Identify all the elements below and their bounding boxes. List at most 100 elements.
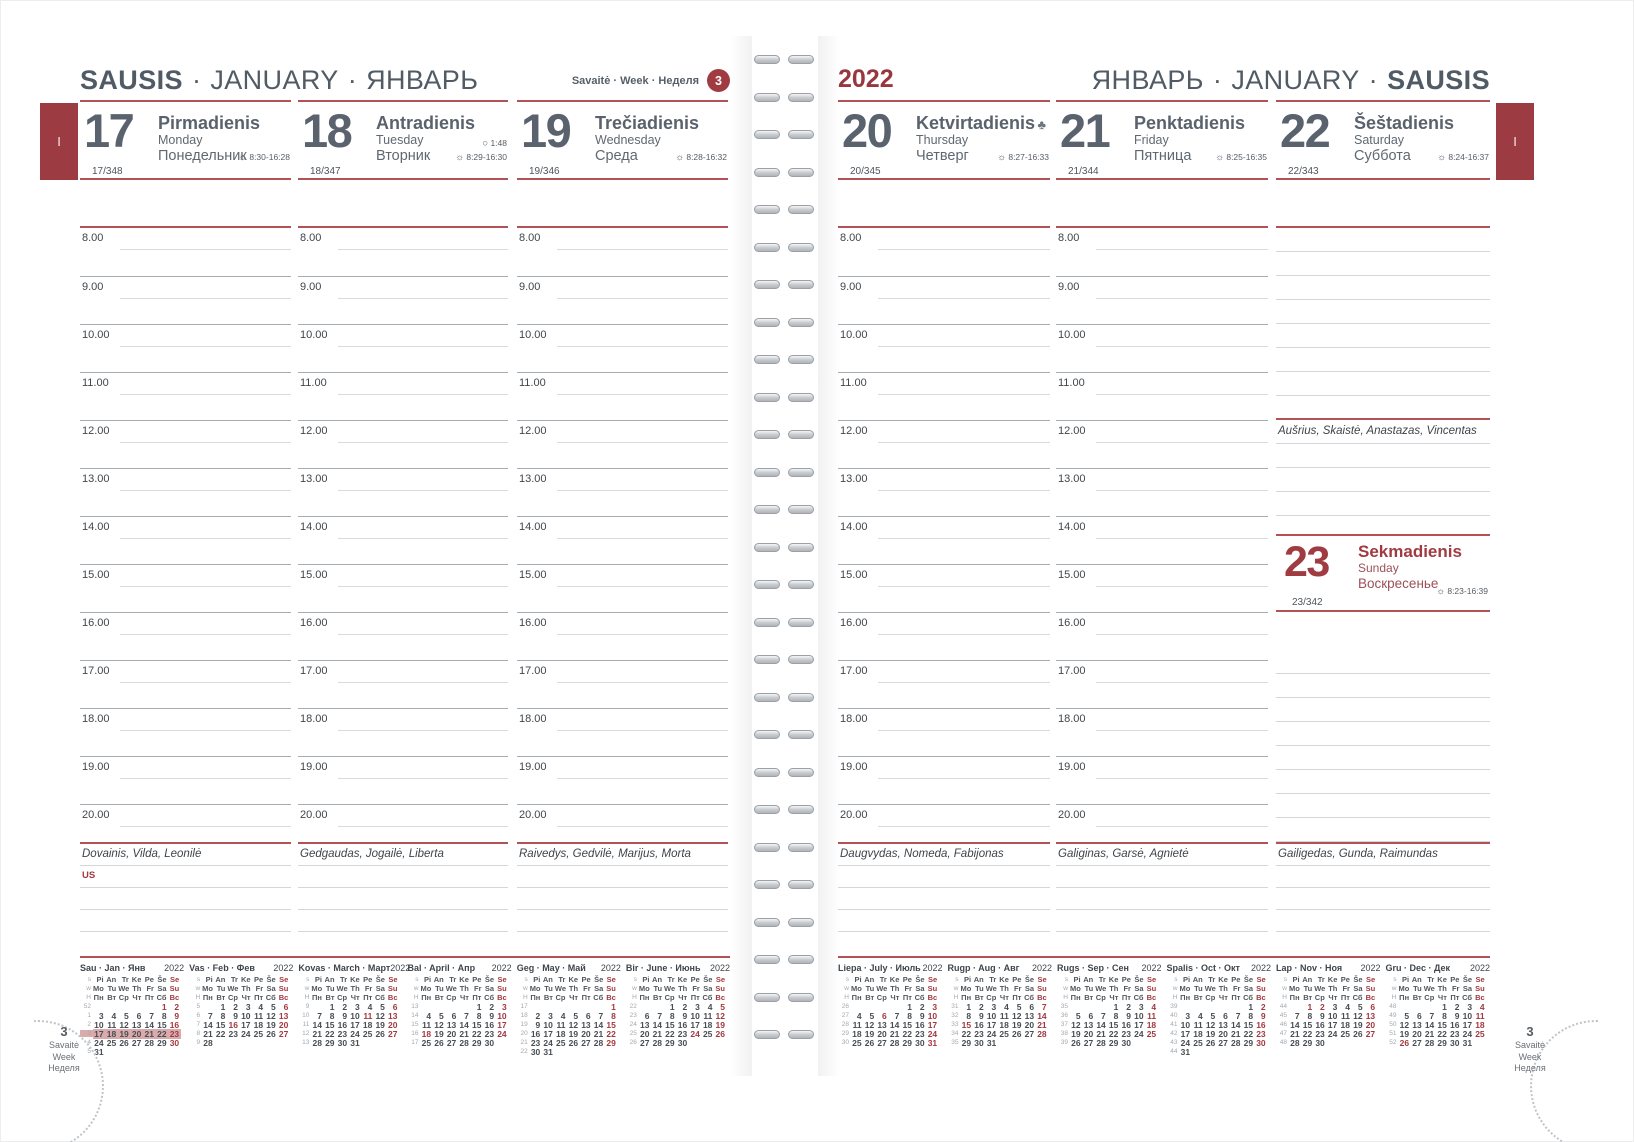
- hour-slot-8.00[interactable]: 8.00: [517, 228, 728, 276]
- hour-slot-12.00[interactable]: 12.00: [517, 420, 728, 468]
- hour-slot-14.00[interactable]: 14.00: [298, 516, 508, 564]
- writing-line[interactable]: [1276, 722, 1490, 746]
- writing-line[interactable]: [1276, 396, 1490, 420]
- mini-calendar[interactable]: Sau · Jan · Янв 2022 s Pi An Tr Ke Pe Še Se w Mo Tu W…: [80, 963, 184, 1057]
- hour-slot-9.00[interactable]: 9.00: [517, 276, 728, 324]
- writing-line[interactable]: [1276, 468, 1490, 492]
- hour-slot-11.00[interactable]: 11.00: [517, 372, 728, 420]
- hour-slot-20.00[interactable]: 20.00: [80, 804, 291, 842]
- hour-slot-9.00[interactable]: 9.00: [838, 276, 1050, 324]
- writing-line[interactable]: [1276, 492, 1490, 516]
- hour-slot-13.00[interactable]: 13.00: [298, 468, 508, 516]
- note-line[interactable]: [1056, 910, 1268, 932]
- hour-slot-13.00[interactable]: 13.00: [517, 468, 728, 516]
- note-line[interactable]: [838, 866, 1050, 888]
- note-line[interactable]: [517, 910, 728, 932]
- hour-slot-17.00[interactable]: 17.00: [1056, 660, 1268, 708]
- hour-slot-19.00[interactable]: 19.00: [80, 756, 291, 804]
- hour-slot-18.00[interactable]: 18.00: [1056, 708, 1268, 756]
- hour-slot-8.00[interactable]: 8.00: [1056, 228, 1268, 276]
- hour-slot-9.00[interactable]: 9.00: [80, 276, 291, 324]
- note-line[interactable]: [1056, 866, 1268, 888]
- month-tab-right[interactable]: I: [1496, 103, 1534, 180]
- hour-slot-11.00[interactable]: 11.00: [298, 372, 508, 420]
- hour-slot-16.00[interactable]: 16.00: [80, 612, 291, 660]
- mini-calendar[interactable]: Bal · April · Апр 2022 s Pi An Tr Ke Pe Še Se w Mo T…: [408, 963, 512, 1056]
- writing-line[interactable]: [1276, 444, 1490, 468]
- hour-slot-14.00[interactable]: 14.00: [80, 516, 291, 564]
- hour-slot-11.00[interactable]: 11.00: [80, 372, 291, 420]
- mini-calendar[interactable]: Geg · May · Май 2022 s Pi An Tr Ke Pe Še Se w Mo Tu W…: [517, 963, 621, 1057]
- hour-slot-15.00[interactable]: 15.00: [838, 564, 1050, 612]
- week-number-badge[interactable]: 3: [707, 69, 730, 92]
- note-line[interactable]: [80, 910, 291, 932]
- mini-calendar[interactable]: Bir · June · Июнь 2022 s Pi An Tr Ke Pe Še Se w Mo T…: [626, 963, 730, 1056]
- hour-slot-20.00[interactable]: 20.00: [838, 804, 1050, 842]
- hour-slot-13.00[interactable]: 13.00: [838, 468, 1050, 516]
- hour-slot-12.00[interactable]: 12.00: [298, 420, 508, 468]
- hour-slot-10.00[interactable]: 10.00: [517, 324, 728, 372]
- note-line[interactable]: [1276, 910, 1490, 932]
- hour-slot-17.00[interactable]: 17.00: [517, 660, 728, 708]
- hour-slot-15.00[interactable]: 15.00: [517, 564, 728, 612]
- note-line[interactable]: [298, 866, 508, 888]
- note-line[interactable]: [298, 888, 508, 910]
- writing-line[interactable]: [1276, 650, 1490, 674]
- hour-slot-20.00[interactable]: 20.00: [1056, 804, 1268, 842]
- writing-line[interactable]: [1276, 818, 1490, 842]
- hour-slot-10.00[interactable]: 10.00: [1056, 324, 1268, 372]
- writing-line[interactable]: [1276, 228, 1490, 252]
- corner-week-marker-left[interactable]: 3 Savaitė Week Неделя: [48, 1024, 80, 1073]
- hour-slot-18.00[interactable]: 18.00: [298, 708, 508, 756]
- hour-slot-10.00[interactable]: 10.00: [298, 324, 508, 372]
- hour-slot-19.00[interactable]: 19.00: [517, 756, 728, 804]
- writing-line[interactable]: [1276, 372, 1490, 396]
- hour-slot-10.00[interactable]: 10.00: [80, 324, 291, 372]
- mini-calendar[interactable]: Liepa · July · Июль 2022 s Pi An Tr Ke Pe Še Se w M…: [838, 963, 943, 1056]
- hour-slot-8.00[interactable]: 8.00: [298, 228, 508, 276]
- hour-slot-14.00[interactable]: 14.00: [517, 516, 728, 564]
- note-line[interactable]: [517, 888, 728, 910]
- hour-slot-16.00[interactable]: 16.00: [1056, 612, 1268, 660]
- writing-line[interactable]: [1276, 348, 1490, 372]
- hour-slot-9.00[interactable]: 9.00: [1056, 276, 1268, 324]
- hour-slot-12.00[interactable]: 12.00: [80, 420, 291, 468]
- hour-slot-16.00[interactable]: 16.00: [298, 612, 508, 660]
- hour-slot-11.00[interactable]: 11.00: [1056, 372, 1268, 420]
- note-line[interactable]: [298, 910, 508, 932]
- hour-slot-8.00[interactable]: 8.00: [80, 228, 291, 276]
- writing-line[interactable]: [1276, 770, 1490, 794]
- mini-calendar[interactable]: Kovas · March · Март 2022 s Pi An Tr Ke Pe Še Se w…: [298, 963, 410, 1056]
- hour-slot-13.00[interactable]: 13.00: [80, 468, 291, 516]
- hour-slot-14.00[interactable]: 14.00: [1056, 516, 1268, 564]
- writing-line[interactable]: [1276, 276, 1490, 300]
- note-line[interactable]: [838, 910, 1050, 932]
- mini-calendar[interactable]: Gru · Dec · Дек 2022 s Pi An Tr Ke Pe Še Se w Mo Tu W…: [1386, 963, 1491, 1056]
- mini-calendar[interactable]: Rugp · Aug · Авг 2022 s Pi An Tr Ke Pe Še Se w Mo Tu…: [948, 963, 1053, 1056]
- month-tab-left[interactable]: I: [40, 103, 78, 180]
- hour-slot-12.00[interactable]: 12.00: [1056, 420, 1268, 468]
- hour-slot-8.00[interactable]: 8.00: [838, 228, 1050, 276]
- hour-slot-14.00[interactable]: 14.00: [838, 516, 1050, 564]
- note-line[interactable]: [80, 888, 291, 910]
- mini-calendar[interactable]: Vas · Feb · Фев 2022 s Pi An Tr Ke Pe Še Se w Mo Tu W…: [189, 963, 293, 1056]
- note-line[interactable]: US: [80, 866, 291, 888]
- note-line[interactable]: [838, 888, 1050, 910]
- hour-slot-19.00[interactable]: 19.00: [1056, 756, 1268, 804]
- writing-line[interactable]: [1276, 794, 1490, 818]
- hour-slot-18.00[interactable]: 18.00: [80, 708, 291, 756]
- hour-slot-15.00[interactable]: 15.00: [298, 564, 508, 612]
- writing-line[interactable]: [1276, 674, 1490, 698]
- hour-slot-20.00[interactable]: 20.00: [517, 804, 728, 842]
- hour-slot-20.00[interactable]: 20.00: [298, 804, 508, 842]
- note-line[interactable]: [1276, 888, 1490, 910]
- hour-slot-9.00[interactable]: 9.00: [298, 276, 508, 324]
- writing-line[interactable]: [1276, 324, 1490, 348]
- hour-slot-18.00[interactable]: 18.00: [838, 708, 1050, 756]
- writing-line[interactable]: [1276, 300, 1490, 324]
- note-line[interactable]: [1056, 888, 1268, 910]
- hour-slot-17.00[interactable]: 17.00: [80, 660, 291, 708]
- note-line[interactable]: [517, 866, 728, 888]
- mini-calendar[interactable]: Rugs · Sep · Сен 2022 s Pi An Tr Ke Pe Še Se w Mo Tu…: [1057, 963, 1162, 1056]
- hour-slot-11.00[interactable]: 11.00: [838, 372, 1050, 420]
